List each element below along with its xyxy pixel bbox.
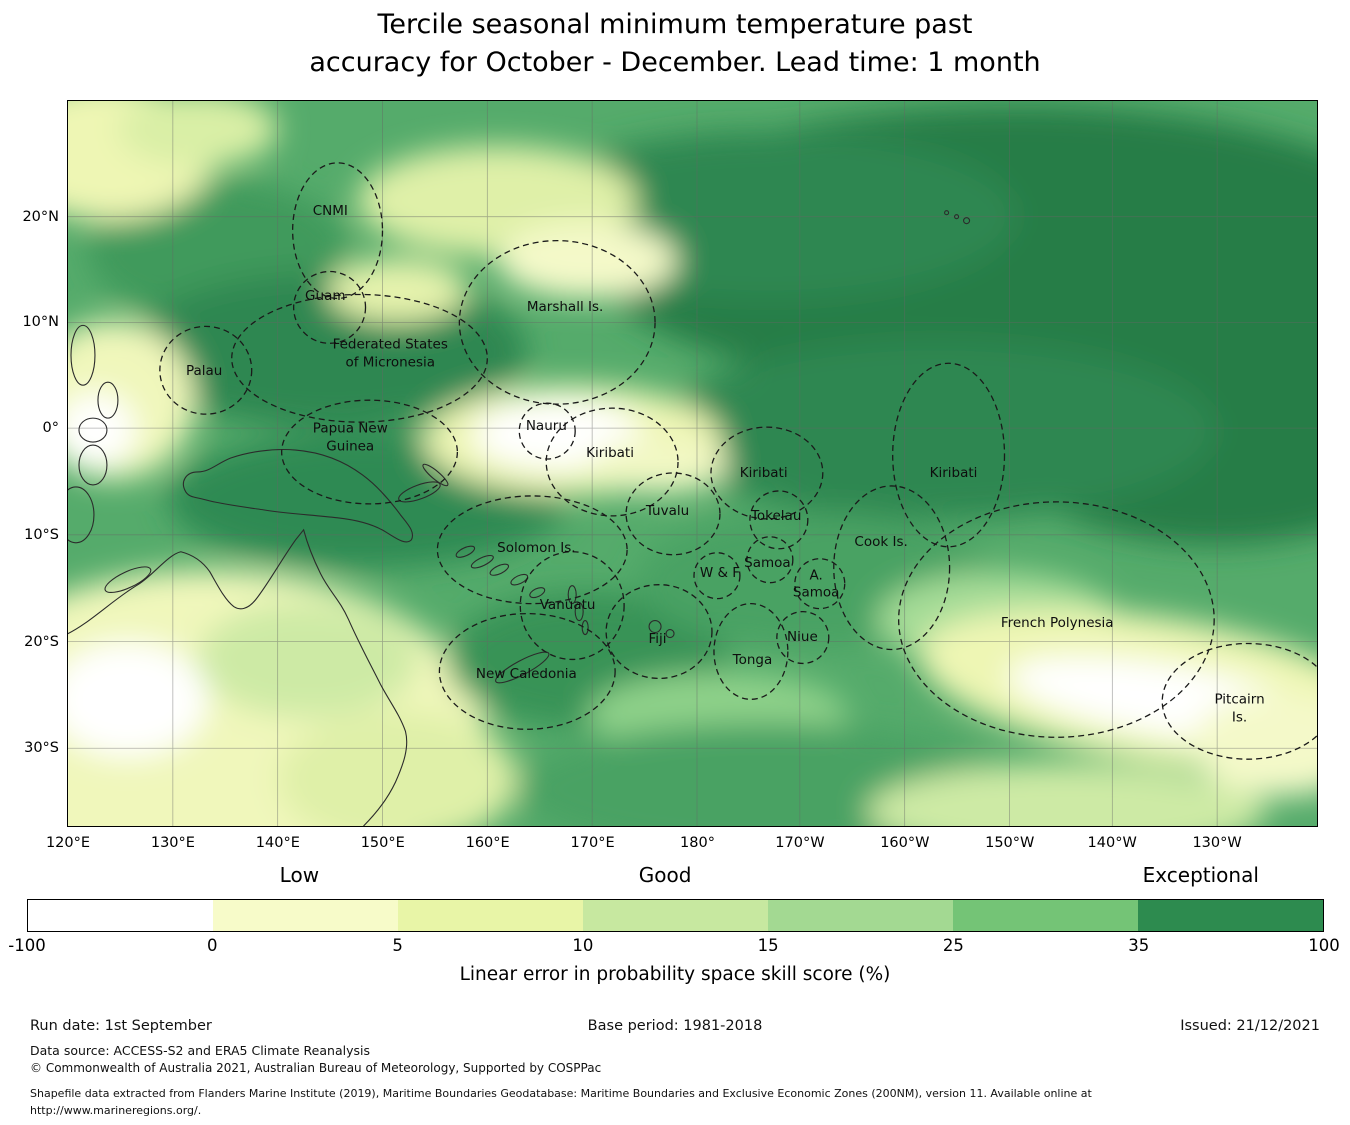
region-label: Tuvalu [645, 503, 690, 520]
region-label: New Caledonia [475, 666, 577, 683]
gridlines [68, 101, 1317, 826]
colorbar-tick-label: -100 [8, 936, 46, 955]
lon-tick-label: 160°E [465, 835, 510, 851]
lon-tick-label: 160°W [880, 835, 930, 851]
shapefile-note-text: Shapefile data extracted from Flanders M… [30, 1087, 1092, 1117]
map-panel: CNMI Guam Marshall Is. Federated States of … [22, 100, 1318, 851]
lon-tick-label: 180° [680, 835, 715, 851]
region-label: CNMI [312, 203, 348, 220]
colorbar-tick-label: 15 [757, 936, 779, 955]
colorbar-quality-label: Exceptional [1142, 863, 1259, 887]
colorbar-segment [28, 900, 213, 931]
region-label: Tonga [732, 652, 773, 669]
colorbar-segment [583, 900, 768, 931]
region-label: A. Samoa [792, 567, 840, 601]
data-source-text: Data source: ACCESS-S2 and ERA5 Climate … [30, 1043, 370, 1058]
colorbar-segment [768, 900, 953, 931]
region-label: Kiribati [739, 464, 788, 481]
lat-tick-label: 0° [42, 419, 59, 436]
colorbar-tick-label: 10 [572, 936, 594, 955]
lon-tick-label: 140°W [1087, 835, 1137, 851]
colorbar-quality-label: Good [638, 863, 692, 887]
colorbar-segment [953, 900, 1138, 931]
region-label: Vanuatu [539, 596, 596, 613]
region-label: Cook Is. [854, 533, 908, 550]
lat-tick-label: 20°N [22, 209, 59, 225]
colorbar-tick-label: 5 [392, 936, 403, 955]
region-label: Tokelau [750, 508, 802, 525]
colorbar-segment [1138, 900, 1323, 931]
lon-tick-label: 140°E [255, 835, 300, 851]
coastlines [68, 210, 971, 826]
colorbar-quality-labels: Low Good Exceptional [27, 863, 1324, 893]
run-date-text: Run date: 1st September [30, 1018, 212, 1034]
lon-tick-label: 130°W [1192, 835, 1242, 851]
colorbar-caption: Linear error in probability space skill … [459, 964, 891, 985]
region-label: Marshall Is. [526, 298, 604, 315]
lon-tick-label: 170°E [570, 835, 615, 851]
skill-score-field [68, 101, 1317, 826]
eez-boundaries [159, 162, 1317, 760]
lon-tick-label: 150°W [985, 835, 1035, 851]
lon-tick-label: 120°E [45, 835, 91, 851]
region-label: Fiji [648, 630, 667, 647]
region-label: Pitcairn Is. [1214, 691, 1265, 726]
lat-tick-label: 20°S [24, 633, 59, 650]
region-labels: CNMI Guam Marshall Is. Federated States of … [68, 101, 1317, 826]
region-label: Solomon Is. [497, 540, 576, 557]
title-line-1: Tercile seasonal minimum temperature pas… [377, 9, 973, 40]
lon-tick-label: 130°E [150, 835, 195, 851]
colorbar-tick-label: 35 [1128, 936, 1150, 955]
region-label: Papua New Guinea [312, 420, 388, 455]
base-period-text: Base period: 1981-2018 [587, 1018, 763, 1034]
region-label: Kiribati [586, 445, 634, 462]
region-label: Niue [787, 629, 818, 646]
page-title: Tercile seasonal minimum temperature pas… [0, 6, 1350, 83]
lat-tick-label: 10°S [24, 526, 59, 543]
title-line-2: accuracy for October - December. Lead ti… [309, 47, 1041, 79]
colorbar-tick-label: 25 [942, 936, 964, 955]
region-label: Samoa [744, 554, 791, 571]
copyright-text: © Commonwealth of Australia 2021, Austra… [30, 1061, 602, 1075]
pacific-map-svg [68, 101, 1317, 826]
region-label: Nauru [525, 418, 567, 435]
region-label: W & F [699, 564, 741, 581]
colorbar [27, 899, 1324, 932]
lon-tick-label: 170°W [775, 835, 825, 851]
region-label: Palau [185, 363, 223, 380]
lon-tick-label: 150°E [360, 835, 405, 851]
colorbar-segment [213, 900, 398, 931]
colorbar-tick-label: 100 [1308, 936, 1340, 955]
colorbar-ticks: -100 0 5 10 15 25 35 100 [8, 936, 1339, 958]
colorbar-quality-label: Low [279, 863, 320, 887]
region-label: Kiribati [929, 464, 978, 481]
colorbar-segment [398, 900, 583, 931]
issued-date-text: Issued: 21/12/2021 [1180, 1018, 1320, 1034]
lat-tick-label: 10°N [22, 314, 59, 331]
region-label: French Polynesia [1000, 615, 1114, 632]
colorbar-tick-label: 0 [207, 936, 218, 955]
lat-tick-label: 30°S [24, 740, 59, 757]
region-label: Federated States of Micronesia [332, 336, 448, 371]
region-label: Guam [305, 288, 346, 305]
